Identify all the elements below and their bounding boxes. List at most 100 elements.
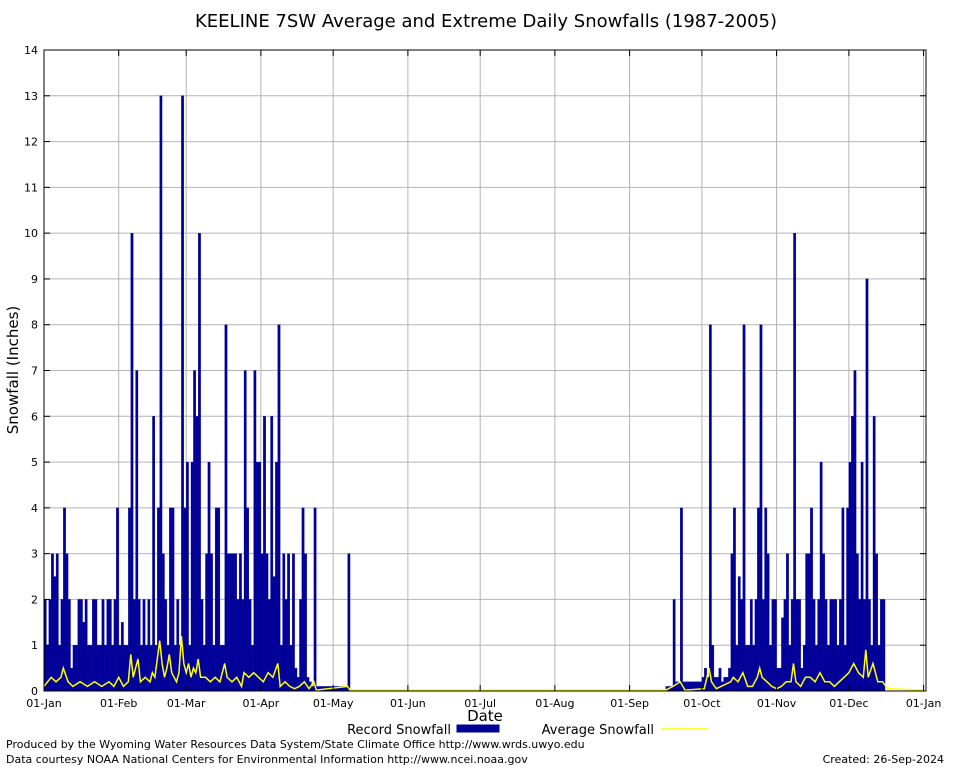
record-snowfall-bar bbox=[140, 645, 143, 692]
record-snowfall-bar bbox=[186, 461, 189, 692]
record-snowfall-bar bbox=[819, 461, 823, 692]
record-snowfall-bar bbox=[243, 370, 247, 692]
record-snowfall-bar bbox=[834, 599, 837, 692]
record-snowfall-bar bbox=[282, 553, 286, 692]
chart-title: KEELINE 7SW Average and Extreme Daily Sn… bbox=[195, 11, 777, 32]
record-snowfall-bar bbox=[275, 461, 278, 692]
x-tick-label: 01-Aug bbox=[535, 697, 574, 710]
record-snowfall-bar bbox=[258, 461, 262, 692]
record-snowfall-bar bbox=[880, 599, 883, 692]
record-snowfall-bar bbox=[299, 599, 303, 692]
record-snowfall-bar bbox=[224, 324, 228, 692]
record-snowfall-bar bbox=[55, 553, 59, 692]
y-tick-label: 6 bbox=[31, 410, 38, 423]
record-snowfall-bar bbox=[251, 645, 254, 692]
record-snowfall-bar bbox=[848, 461, 852, 692]
record-snowfall-bar bbox=[843, 645, 847, 692]
record-snowfall-bar bbox=[231, 553, 235, 692]
x-tick-label: 01-Apr bbox=[243, 697, 280, 710]
record-snowfall-bar bbox=[120, 622, 124, 692]
record-snowfall-bar bbox=[764, 507, 768, 692]
record-snowfall-bar bbox=[759, 324, 763, 692]
record-snowfall-bar bbox=[313, 507, 317, 692]
record-snowfall-bar bbox=[742, 324, 746, 692]
record-snowfall-bar bbox=[101, 599, 105, 692]
record-snowfall-bar bbox=[728, 667, 731, 692]
record-snowfall-bar bbox=[347, 553, 351, 692]
record-snowfall-bar bbox=[217, 507, 221, 692]
y-tick-label: 4 bbox=[31, 502, 38, 515]
record-snowfall-bar bbox=[53, 576, 57, 692]
record-snowfall-bar bbox=[781, 617, 784, 692]
x-tick-label: 01-Feb bbox=[100, 697, 137, 710]
y-axis-label: Snowfall (Inches) bbox=[4, 306, 22, 434]
record-snowfall-bar bbox=[246, 507, 249, 692]
record-snowfall-bar bbox=[212, 645, 216, 692]
record-snowfall-bar bbox=[788, 645, 792, 692]
record-snowfall-bar bbox=[135, 370, 139, 692]
record-snowfall-bar bbox=[260, 553, 264, 692]
record-snowfall-bar bbox=[853, 370, 857, 692]
y-tick-label: 11 bbox=[24, 181, 38, 194]
record-snowfall-bar bbox=[152, 416, 156, 692]
record-snowfall-bar bbox=[807, 553, 811, 692]
record-snowfall-bar bbox=[253, 370, 257, 692]
record-snowfall-bar bbox=[118, 645, 122, 692]
legend-label-average: Average Snowfall bbox=[542, 723, 654, 738]
record-snowfall-bar bbox=[171, 507, 175, 692]
record-snowfall-bar bbox=[270, 416, 274, 692]
legend: Record Snowfall Average Snowfall bbox=[347, 723, 707, 738]
record-snowfall-bar bbox=[793, 232, 797, 692]
record-snowfall-bar bbox=[810, 507, 813, 692]
record-snowfall-bar bbox=[210, 553, 213, 692]
record-snowfall-bar bbox=[304, 553, 307, 692]
record-snowfall-bar bbox=[181, 95, 184, 692]
record-snowfall-bar bbox=[263, 416, 266, 692]
record-snowfall-bar bbox=[267, 599, 271, 692]
record-snowfall-bar bbox=[116, 507, 119, 692]
record-snowfall-bar bbox=[771, 599, 775, 692]
x-tick-label: 01-Jul bbox=[464, 697, 496, 710]
record-snowfall-bar bbox=[65, 553, 69, 692]
record-snowfall-bar bbox=[737, 576, 741, 692]
x-tick-label: 01-Dec bbox=[829, 697, 868, 710]
record-snowfall-bar bbox=[872, 416, 876, 692]
record-snowfall-bar bbox=[860, 461, 864, 692]
record-snowfall-bar bbox=[106, 599, 110, 692]
record-snowfall-bar bbox=[730, 553, 734, 692]
record-snowfall-bar bbox=[735, 645, 739, 692]
record-snowfall-bar bbox=[292, 553, 295, 692]
legend-swatch-record bbox=[456, 724, 500, 733]
record-snowfall-bar bbox=[82, 622, 86, 692]
y-tick-label: 12 bbox=[24, 136, 38, 149]
record-snowfall-bar bbox=[814, 645, 818, 692]
record-snowfall-bars bbox=[43, 95, 886, 692]
x-tick-label: 01-Sep bbox=[610, 697, 649, 710]
record-snowfall-bar bbox=[193, 370, 196, 692]
record-snowfall-bar bbox=[831, 599, 835, 692]
record-snowfall-bar bbox=[77, 599, 81, 692]
record-snowfall-bar bbox=[149, 645, 153, 692]
y-tick-label: 1 bbox=[31, 639, 38, 652]
average-snowfall-line bbox=[43, 636, 924, 691]
record-snowfall-bar bbox=[130, 232, 134, 692]
record-snowfall-bar bbox=[749, 599, 753, 692]
record-snowfall-bar bbox=[277, 324, 281, 692]
record-snowfall-bar bbox=[84, 599, 88, 692]
record-snowfall-bar bbox=[296, 677, 300, 692]
record-snowfall-bar bbox=[875, 553, 878, 692]
record-snowfall-bar bbox=[311, 686, 315, 692]
record-snowfall-bar bbox=[287, 553, 290, 692]
record-snowfall-bar bbox=[783, 599, 787, 692]
legend-label-record: Record Snowfall bbox=[347, 723, 451, 738]
record-snowfall-bar bbox=[877, 645, 881, 692]
record-snowfall-bar bbox=[846, 507, 850, 692]
record-snowfall-bar bbox=[94, 599, 98, 692]
record-snowfall-bar bbox=[214, 507, 218, 692]
x-axis-ticks: 01-Jan 01-Feb 01-Mar 01-Apr 01-May 01-Jun 01-J… bbox=[26, 50, 941, 710]
record-snowfall-bar bbox=[680, 507, 683, 692]
record-snowfall-bar bbox=[198, 232, 201, 692]
record-snowfall-bar bbox=[239, 553, 242, 692]
record-snowfall-bar bbox=[70, 667, 74, 692]
record-snowfall-bar bbox=[173, 645, 177, 692]
